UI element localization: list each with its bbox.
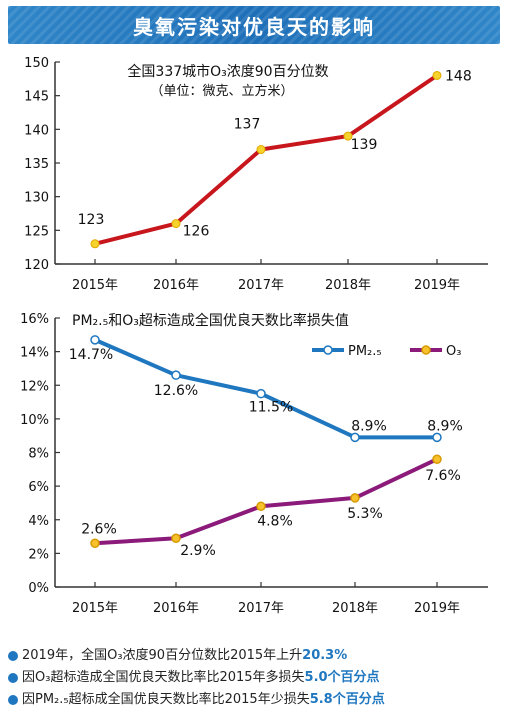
data-label: 8.9% bbox=[427, 418, 463, 434]
y-tick-label: 14% bbox=[20, 346, 49, 361]
data-point bbox=[171, 533, 181, 543]
data-point bbox=[432, 70, 442, 80]
data-point bbox=[90, 239, 100, 249]
x-tick-label: 2019年 bbox=[414, 278, 460, 293]
data-point bbox=[256, 501, 266, 512]
y-tick-label: 135 bbox=[24, 157, 49, 172]
y-tick-label: 12% bbox=[20, 379, 49, 394]
data-point bbox=[350, 493, 360, 503]
data-label: 137 bbox=[234, 117, 261, 133]
x-tick-label: 2015年 bbox=[72, 278, 118, 293]
y-tick-label: 150 bbox=[24, 56, 49, 71]
data-label: 2.9% bbox=[180, 543, 216, 559]
y-tick-label: 0% bbox=[28, 581, 49, 596]
chart2-title: PM₂.₅和O₃超标造成全国优良天数比率损失值 bbox=[72, 312, 349, 329]
x-tick-label: 2017年 bbox=[238, 278, 284, 293]
note-item: 2019年，全国O₃浓度90百分位数比2015年上升 20.3% bbox=[8, 645, 504, 667]
x-tick-label: 2016年 bbox=[153, 601, 199, 616]
note-highlight: 5.0个百分点 bbox=[304, 670, 380, 685]
chart2-axes: 0% 2% 4% 6% 8% 10% 12% 14% 16% 2015年 2016年 2017年 201… bbox=[20, 312, 488, 616]
legend-label: O₃ bbox=[446, 344, 461, 359]
aqi-loss-chart: 0% 2% 4% 6% 8% 10% 12% 14% 16% 2015年 2016年 2017年 201… bbox=[20, 312, 488, 616]
chart1-axes: 120 125 130 135 140 145 150 2015年 2016年 2017年 2018… bbox=[24, 56, 488, 293]
note-highlight: 5.8个百分点 bbox=[309, 692, 385, 707]
legend-label: PM₂.₅ bbox=[348, 344, 382, 359]
x-tick-label: 2019年 bbox=[414, 601, 460, 616]
data-point bbox=[256, 145, 266, 155]
data-label: 2.6% bbox=[81, 521, 117, 537]
data-point bbox=[350, 432, 360, 443]
note-text: 因O₃超标造成全国优良天数比率比2015年多损失 bbox=[22, 670, 305, 685]
chart1-subtitle: （单位：微克、立方米） bbox=[150, 83, 293, 99]
data-label: 4.8% bbox=[257, 513, 293, 529]
legend-marker bbox=[421, 345, 431, 355]
summary-notes: 2019年，全国O₃浓度90百分位数比2015年上升 20.3% 因O₃超标造成… bbox=[8, 645, 504, 711]
data-label: 14.7% bbox=[69, 347, 113, 363]
data-label: 139 bbox=[351, 137, 378, 153]
data-label: 11.5% bbox=[249, 400, 293, 416]
data-point bbox=[343, 131, 353, 141]
data-label: 7.6% bbox=[425, 468, 461, 484]
note-item: 因O₃超标造成全国优良天数比率比2015年多损失 5.0个百分点 bbox=[8, 667, 504, 689]
y-tick-label: 140 bbox=[24, 123, 49, 138]
chart1-title: 全国337城市O₃浓度90百分位数 bbox=[127, 63, 328, 80]
y-tick-label: 125 bbox=[24, 224, 49, 239]
bullet-dot-icon bbox=[8, 695, 18, 705]
data-label: 148 bbox=[445, 68, 472, 84]
data-point bbox=[90, 538, 100, 549]
y-tick-label: 4% bbox=[28, 514, 49, 529]
data-point bbox=[256, 388, 266, 399]
x-tick-label: 2018年 bbox=[332, 601, 378, 616]
x-tick-label: 2018年 bbox=[325, 278, 371, 293]
series-line bbox=[94, 457, 438, 546]
note-text: 2019年，全国O₃浓度90百分位数比2015年上升 bbox=[22, 648, 303, 663]
data-point bbox=[432, 432, 442, 443]
y-tick-label: 145 bbox=[24, 90, 49, 105]
y-tick-label: 6% bbox=[28, 480, 49, 495]
y-tick-label: 130 bbox=[24, 191, 49, 206]
data-point bbox=[171, 370, 181, 380]
data-label: 12.6% bbox=[154, 383, 198, 399]
note-text: 因PM₂.₅超标成全国优良天数比率比2015年少损失 bbox=[22, 692, 310, 707]
data-label: 8.9% bbox=[351, 418, 387, 434]
y-tick-label: 16% bbox=[20, 312, 49, 327]
banner-pattern bbox=[8, 6, 500, 44]
bullet-dot-icon bbox=[8, 673, 18, 683]
legend-marker bbox=[323, 345, 333, 355]
chart2-legend: PM₂.₅ O₃ bbox=[312, 344, 461, 359]
data-point bbox=[90, 335, 100, 345]
data-point bbox=[171, 219, 181, 229]
bullet-dot-icon bbox=[8, 651, 18, 661]
x-tick-label: 2017年 bbox=[238, 601, 284, 616]
note-highlight: 20.3% bbox=[302, 648, 348, 663]
data-label: 5.3% bbox=[347, 506, 383, 522]
o3-concentration-line bbox=[94, 73, 439, 246]
y-tick-label: 2% bbox=[28, 547, 49, 562]
y-tick-label: 120 bbox=[24, 258, 49, 273]
x-tick-label: 2016年 bbox=[153, 278, 199, 293]
page-title: 臭氧污染对优良天的影响 bbox=[133, 14, 375, 39]
data-point bbox=[432, 454, 442, 464]
x-tick-label: 2015年 bbox=[72, 601, 118, 616]
header-banner: 臭氧污染对优良天的影响 bbox=[8, 6, 500, 44]
y-tick-label: 8% bbox=[28, 447, 49, 462]
data-label: 123 bbox=[78, 212, 105, 228]
y-tick-label: 10% bbox=[20, 413, 49, 428]
chart1-marks: 123 126 137 139 148 bbox=[78, 68, 472, 249]
o3-concentration-chart: 120 125 130 135 140 145 150 2015年 2016年 2017年 2018… bbox=[24, 56, 488, 293]
chart2-marks: 14.7% 12.6% 11.5% 8.9% 8.9% 2.6% 2.9% 4.8% 5.3% 7… bbox=[69, 335, 463, 559]
note-item: 因PM₂.₅超标成全国优良天数比率比2015年少损失 5.8个百分点 bbox=[8, 689, 504, 711]
data-label: 126 bbox=[183, 224, 210, 240]
